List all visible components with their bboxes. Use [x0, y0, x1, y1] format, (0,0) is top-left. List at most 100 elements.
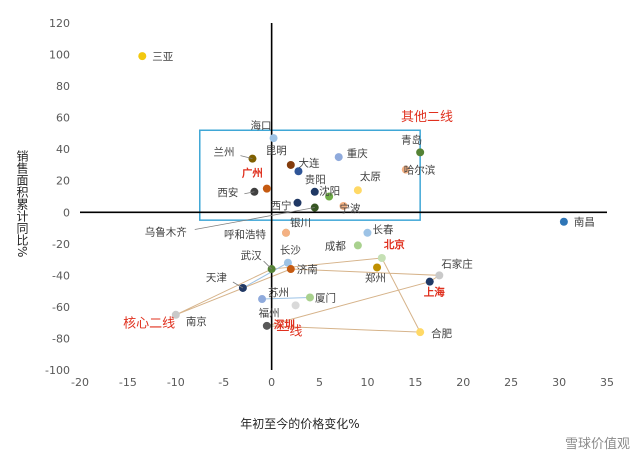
point-18 [282, 228, 291, 237]
point-13 [293, 198, 302, 207]
point-label: 天津 [206, 272, 227, 284]
point-label: 石家庄 [441, 257, 473, 270]
point-label: 郑州 [365, 271, 386, 284]
point-19 [363, 228, 372, 237]
point-7 [401, 165, 410, 174]
point-22 [283, 258, 292, 267]
y-tick-label: 40 [56, 143, 70, 156]
point-label: 昆明 [266, 145, 287, 157]
x-tick-label: 35 [600, 376, 614, 389]
x-axis-label: 年初至今的价格变化% [240, 416, 359, 431]
point-label: 乌鲁木齐 [145, 226, 187, 239]
point-label: 南昌 [574, 216, 595, 229]
point-20 [353, 241, 362, 250]
y-axis-label: 销售面积累计同比% [15, 150, 29, 258]
point-label: 苏州 [268, 286, 289, 299]
connector-line [242, 262, 289, 289]
point-21 [377, 254, 386, 263]
point-label: 深圳 [274, 318, 295, 331]
y-tick-label: -40 [52, 269, 70, 282]
point-label: 武汉 [241, 249, 262, 262]
point-11 [310, 187, 319, 196]
connector-line [262, 296, 310, 300]
point-label: 北京 [384, 238, 405, 251]
point-12 [325, 192, 334, 201]
point-label: 广州 [242, 167, 263, 180]
y-tick-label: 0 [63, 206, 70, 219]
point-label: 大连 [298, 156, 319, 169]
point-14 [339, 201, 348, 210]
point-25 [373, 263, 382, 272]
group-annotation: 核心二线 [123, 316, 175, 331]
point-33 [262, 321, 271, 330]
point-5 [416, 148, 425, 157]
point-label: 福州 [259, 306, 280, 319]
y-tick-label: 60 [56, 112, 70, 125]
y-tick-label: -100 [45, 364, 70, 377]
x-tick-label: 20 [456, 376, 470, 389]
point-label: 南京 [186, 315, 207, 328]
leader-line [194, 207, 315, 230]
y-tick-label: 20 [56, 175, 70, 188]
point-label: 海口 [251, 119, 272, 132]
point-label: 合肥 [431, 327, 452, 340]
x-tick-label: -5 [218, 376, 229, 389]
y-tick-label: -60 [52, 301, 70, 314]
point-label: 贵阳 [305, 173, 326, 186]
group-annotation: 一线 [276, 324, 302, 339]
point-label: 哈尔滨 [404, 164, 436, 177]
point-6 [294, 167, 303, 176]
point-label: 三亚 [152, 51, 173, 63]
x-tick-label: -20 [71, 376, 89, 389]
point-10 [250, 187, 259, 196]
point-16 [559, 217, 568, 226]
point-label: 青岛 [401, 133, 422, 146]
point-0 [138, 52, 147, 61]
point-30 [305, 293, 314, 302]
point-label: 银川 [290, 216, 311, 229]
watermark: 雪球价值观 [564, 437, 630, 452]
point-label: 兰州 [213, 146, 234, 159]
point-24 [286, 265, 295, 274]
y-tick-label: 120 [49, 17, 70, 30]
x-tick-label: 30 [552, 376, 566, 389]
leader-line [232, 281, 244, 289]
point-label: 宁波 [340, 202, 361, 215]
x-tick-label: -15 [119, 376, 137, 389]
point-label: 厦门 [315, 291, 336, 304]
leader-line [244, 191, 255, 195]
point-label: 重庆 [347, 147, 368, 160]
point-32 [171, 310, 180, 319]
point-4 [334, 153, 343, 162]
point-label: 上海 [424, 286, 445, 299]
point-27 [425, 277, 434, 286]
y-tick-label: 80 [56, 80, 70, 93]
x-tick-label: 10 [360, 376, 374, 389]
point-31 [291, 301, 300, 310]
x-tick-label: 25 [504, 376, 518, 389]
group-annotation: 其他二线 [401, 110, 453, 125]
point-label: 西宁 [271, 199, 292, 212]
point-label: 济南 [297, 263, 318, 276]
point-1 [269, 134, 278, 143]
x-tick-label: 5 [316, 376, 323, 389]
leader-line [263, 260, 272, 270]
point-8 [262, 184, 271, 193]
point-3 [286, 160, 295, 169]
point-label: 西安 [217, 186, 238, 199]
y-tick-label: 100 [49, 49, 70, 62]
point-label: 太原 [360, 170, 381, 183]
x-tick-label: 15 [408, 376, 422, 389]
point-29 [258, 295, 267, 304]
point-label: 长春 [372, 224, 393, 236]
point-9 [353, 186, 362, 195]
x-tick-label: -10 [167, 376, 185, 389]
point-label: 沈阳 [319, 185, 340, 198]
x-tick-label: 0 [268, 376, 275, 389]
point-26 [435, 271, 444, 280]
leader-line [240, 155, 253, 160]
highlight-box [199, 129, 421, 221]
point-label: 成都 [325, 240, 346, 252]
point-label: 呼和浩特 [224, 229, 266, 241]
